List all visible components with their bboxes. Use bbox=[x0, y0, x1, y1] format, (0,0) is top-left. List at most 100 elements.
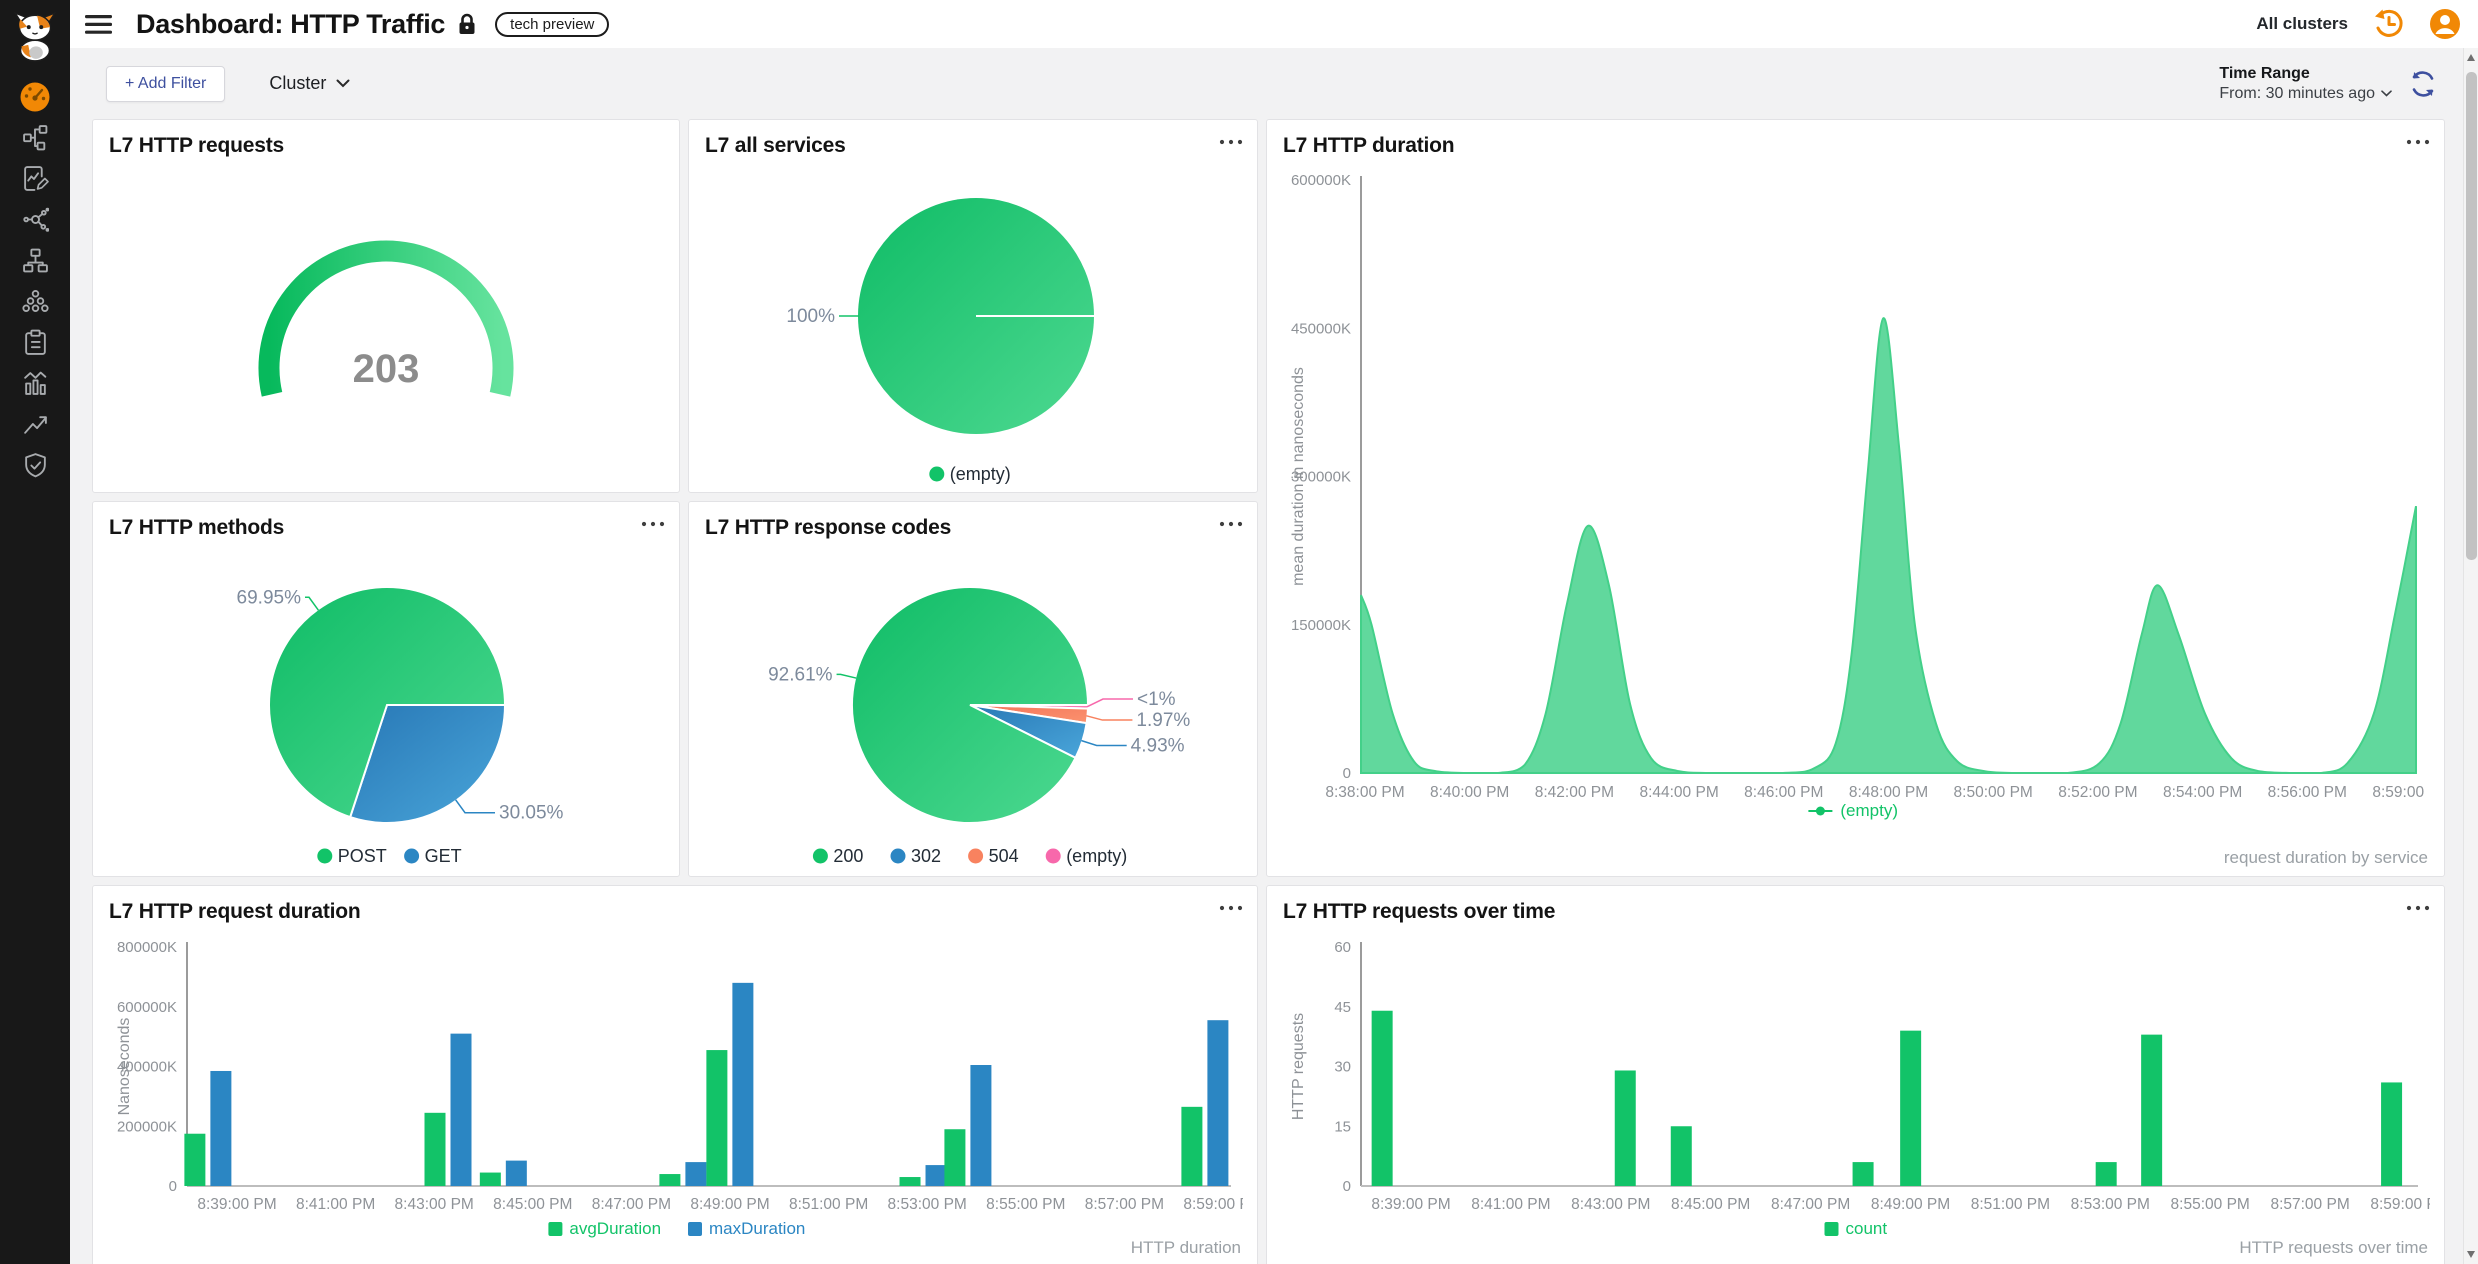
gauge-icon[interactable] bbox=[12, 76, 58, 117]
page-title: Dashboard: HTTP Traffic bbox=[136, 8, 446, 39]
svg-text:8:54:00 PM: 8:54:00 PM bbox=[2163, 784, 2242, 801]
svg-text:8:56:00 PM: 8:56:00 PM bbox=[2268, 784, 2347, 801]
svg-text:8:47:00 PM: 8:47:00 PM bbox=[592, 1196, 671, 1213]
svg-text:400000K: 400000K bbox=[117, 1059, 177, 1076]
panel-title: L7 all services bbox=[705, 134, 846, 157]
panel-menu-button[interactable] bbox=[641, 514, 665, 532]
svg-text:8:38:00 PM: 8:38:00 PM bbox=[1325, 784, 1404, 801]
pie-chart: 30.05% 69.95% POST GET bbox=[237, 586, 564, 866]
svg-text:mean duration in nanoseconds: mean duration in nanoseconds bbox=[1290, 367, 1307, 586]
network-molecule-icon[interactable] bbox=[12, 199, 58, 240]
panel-l7-http-requests-over-time: L7 HTTP requests over time 0 15 30 45 60 8:39… bbox=[1266, 885, 2445, 1264]
svg-text:69.95%: 69.95% bbox=[237, 587, 302, 608]
svg-text:8:48:00 PM: 8:48:00 PM bbox=[1849, 784, 1928, 801]
svg-text:8:51:00 PM: 8:51:00 PM bbox=[1971, 1196, 2050, 1213]
svg-text:(empty): (empty) bbox=[1066, 846, 1127, 866]
svg-text:4.93%: 4.93% bbox=[1131, 736, 1185, 757]
svg-text:GET: GET bbox=[425, 846, 462, 866]
lock-icon bbox=[457, 12, 477, 36]
svg-text:8:40:00 PM: 8:40:00 PM bbox=[1430, 784, 1509, 801]
scroll-down-arrow[interactable] bbox=[2467, 1251, 2475, 1258]
svg-text:60: 60 bbox=[1334, 939, 1351, 956]
svg-text:count: count bbox=[1846, 1219, 1888, 1238]
chevron-down-icon bbox=[336, 79, 350, 88]
service-map-icon[interactable] bbox=[12, 117, 58, 158]
svg-text:8:59:00 PM: 8:59:00 PM bbox=[2372, 784, 2428, 801]
cluster-circles-icon[interactable] bbox=[12, 281, 58, 322]
svg-text:150000K: 150000K bbox=[1291, 617, 1351, 634]
svg-text:30: 30 bbox=[1334, 1059, 1351, 1076]
svg-text:8:44:00 PM: 8:44:00 PM bbox=[1639, 784, 1718, 801]
filter-bar: + Add Filter Cluster Time Range From: 30… bbox=[70, 48, 2478, 119]
scroll-up-arrow[interactable] bbox=[2467, 54, 2475, 61]
svg-text:300000K: 300000K bbox=[1291, 469, 1351, 486]
time-range-control[interactable]: Time Range From: 30 minutes ago bbox=[2219, 65, 2392, 103]
panel-menu-button[interactable] bbox=[1219, 132, 1243, 150]
svg-text:maxDuration: maxDuration bbox=[709, 1219, 805, 1238]
panel-title: L7 HTTP requests bbox=[109, 134, 284, 157]
svg-text:8:55:00 PM: 8:55:00 PM bbox=[986, 1196, 1065, 1213]
sitemap-icon[interactable] bbox=[12, 240, 58, 281]
panel-l7-http-duration: L7 HTTP duration 0 150000K 300000K 450000K 6… bbox=[1266, 119, 2445, 877]
clipboard-icon[interactable] bbox=[12, 322, 58, 363]
svg-text:203: 203 bbox=[353, 347, 420, 391]
refresh-icon[interactable] bbox=[2408, 69, 2438, 99]
panel-title: L7 HTTP methods bbox=[109, 516, 285, 539]
chevron-down-icon bbox=[2381, 90, 2392, 97]
svg-text:8:49:00 PM: 8:49:00 PM bbox=[690, 1196, 769, 1213]
panel-menu-button[interactable] bbox=[2406, 132, 2430, 150]
cat-logo[interactable] bbox=[12, 10, 58, 62]
panel-l7-http-methods: L7 HTTP methods 30.05% 69.95% POST GET bbox=[92, 501, 680, 877]
svg-text:POST: POST bbox=[338, 846, 387, 866]
shield-check-icon[interactable] bbox=[12, 445, 58, 486]
history-icon[interactable] bbox=[2372, 8, 2404, 40]
svg-text:600000K: 600000K bbox=[1291, 172, 1351, 189]
svg-text:8:39:00 PM: 8:39:00 PM bbox=[197, 1196, 276, 1213]
svg-text:8:39:00 PM: 8:39:00 PM bbox=[1371, 1196, 1450, 1213]
vertical-scrollbar[interactable] bbox=[2463, 48, 2478, 1264]
bar-chart: 0 15 30 45 60 8:39:00 PM 8:41:00 PM 8:43:00 PM 8… bbox=[1290, 939, 2430, 1238]
hamburger-menu-icon[interactable] bbox=[84, 13, 114, 36]
svg-text:HTTP requests: HTTP requests bbox=[1290, 1013, 1307, 1120]
time-range-label: Time Range bbox=[2219, 64, 2310, 82]
pie-chart: <1%1.97% 4.93% 92.61% 200 302 504 (empty) bbox=[768, 586, 1190, 866]
panel-l7-http-request-duration: L7 HTTP request duration 0 200000K 400000K… bbox=[92, 885, 1258, 1264]
tech-preview-badge: tech preview bbox=[495, 11, 610, 37]
svg-text:15: 15 bbox=[1334, 1118, 1351, 1135]
svg-text:8:59:00 PM: 8:59:00 PM bbox=[2370, 1196, 2430, 1213]
svg-text:8:41:00 PM: 8:41:00 PM bbox=[1471, 1196, 1550, 1213]
svg-text:0: 0 bbox=[169, 1178, 177, 1195]
svg-text:8:53:00 PM: 8:53:00 PM bbox=[888, 1196, 967, 1213]
panel-title: L7 HTTP requests over time bbox=[1283, 900, 1556, 923]
svg-text:8:41:00 PM: 8:41:00 PM bbox=[296, 1196, 375, 1213]
svg-text:600000K: 600000K bbox=[117, 999, 177, 1016]
panel-menu-button[interactable] bbox=[2406, 898, 2430, 916]
svg-text:8:59:00 PM: 8:59:00 PM bbox=[1183, 1196, 1243, 1213]
svg-text:504: 504 bbox=[989, 846, 1019, 866]
svg-text:8:42:00 PM: 8:42:00 PM bbox=[1535, 784, 1614, 801]
panel-menu-button[interactable] bbox=[1219, 898, 1243, 916]
panel-l7-all-services: L7 all services 100% (empty) bbox=[688, 119, 1258, 493]
svg-text:8:47:00 PM: 8:47:00 PM bbox=[1771, 1196, 1850, 1213]
svg-text:8:57:00 PM: 8:57:00 PM bbox=[2270, 1196, 2349, 1213]
panel-menu-button[interactable] bbox=[1219, 514, 1243, 532]
chart-footer: request duration by service bbox=[2223, 848, 2428, 867]
svg-text:8:45:00 PM: 8:45:00 PM bbox=[1671, 1196, 1750, 1213]
cluster-dropdown[interactable]: Cluster bbox=[269, 73, 350, 94]
svg-text:8:49:00 PM: 8:49:00 PM bbox=[1871, 1196, 1950, 1213]
panel-title: L7 HTTP request duration bbox=[109, 900, 361, 923]
svg-text:avgDuration: avgDuration bbox=[569, 1219, 661, 1238]
trend-up-icon[interactable] bbox=[12, 404, 58, 445]
time-range-value: From: 30 minutes ago bbox=[2219, 84, 2375, 102]
area-chart: 0 150000K 300000K 450000K 600000K 8:38:00 PM 8… bbox=[1290, 172, 2428, 820]
document-edit-icon[interactable] bbox=[12, 158, 58, 199]
scrollbar-thumb[interactable] bbox=[2466, 72, 2477, 560]
all-clusters-selector[interactable]: All clusters bbox=[2256, 14, 2348, 33]
svg-text:<1%: <1% bbox=[1137, 689, 1176, 710]
svg-text:8:43:00 PM: 8:43:00 PM bbox=[395, 1196, 474, 1213]
svg-text:45: 45 bbox=[1334, 999, 1351, 1016]
user-avatar-icon[interactable] bbox=[2428, 7, 2462, 41]
add-filter-button[interactable]: + Add Filter bbox=[106, 65, 226, 102]
bar-chart-icon[interactable] bbox=[12, 363, 58, 404]
svg-text:0: 0 bbox=[1343, 1178, 1351, 1195]
